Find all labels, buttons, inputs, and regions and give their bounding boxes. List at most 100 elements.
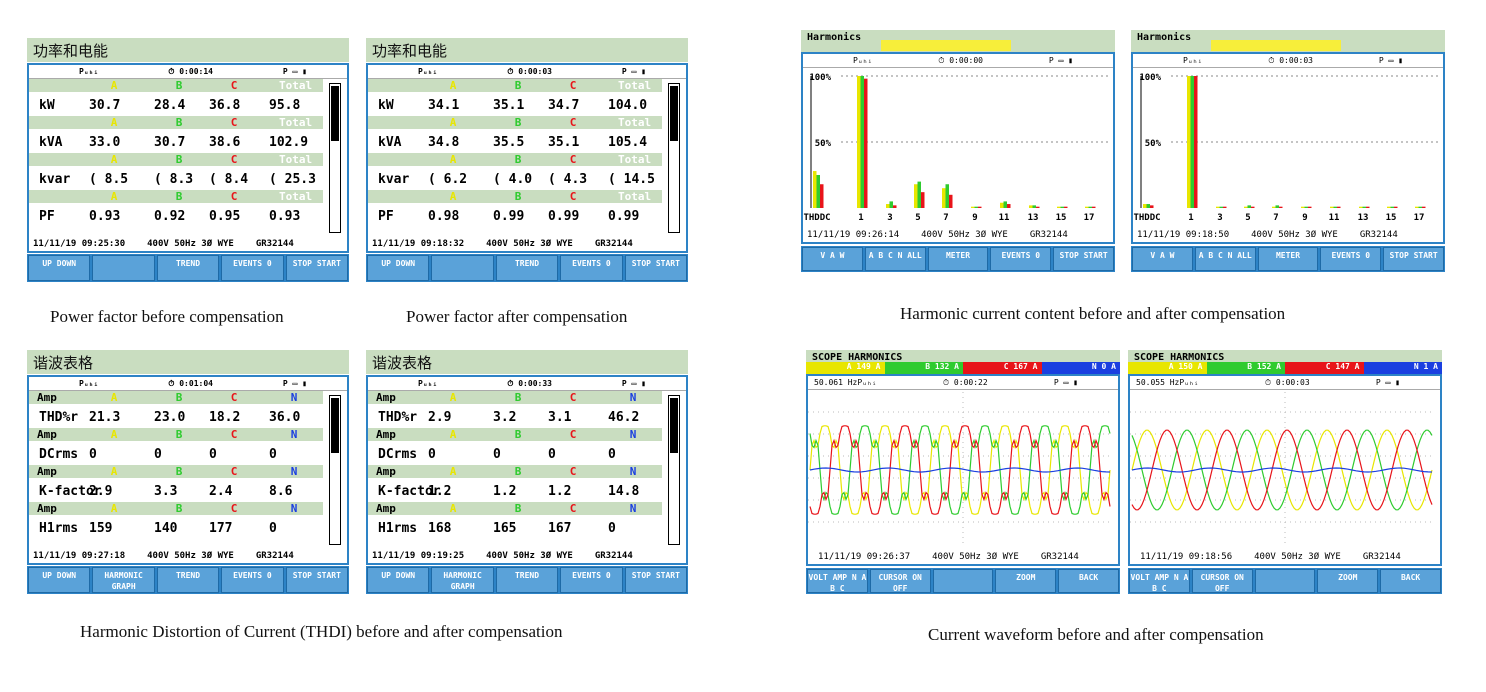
- status-line: Pᵤₕᵢ ⏱ 0:00:03 P ▭ ▮: [1133, 54, 1443, 68]
- harmonic-bar: [978, 206, 982, 208]
- scroll-thumb[interactable]: [670, 398, 678, 453]
- softkey-5[interactable]: STOP START: [285, 567, 349, 593]
- softkey-1[interactable]: VOLT AMP N A B C: [807, 569, 868, 593]
- scroll-thumb[interactable]: [331, 86, 339, 141]
- softkey-1[interactable]: UP DOWN: [28, 567, 91, 593]
- scrollbar[interactable]: [668, 83, 680, 233]
- softkey-1[interactable]: VOLT AMP N A B C: [1129, 569, 1190, 593]
- softkey-2[interactable]: [92, 255, 155, 281]
- softkey-4[interactable]: EVENTS 0: [560, 255, 623, 281]
- softkey-5[interactable]: BACK: [1058, 569, 1119, 593]
- softkey-4[interactable]: ZOOM: [1317, 569, 1379, 593]
- footer-item: 11/11/19 09:25:30: [33, 239, 126, 249]
- softkey-4[interactable]: EVENTS 0: [560, 567, 623, 593]
- value-N: 36.0: [269, 410, 301, 425]
- value-A: 168: [428, 521, 452, 536]
- value-C: 0: [548, 447, 556, 462]
- softkey-3[interactable]: [932, 569, 994, 593]
- softkey-2[interactable]: HARMONIC GRAPH: [431, 567, 494, 593]
- thd-band: [1211, 40, 1341, 51]
- button-bar: VOLT AMP N A B C CURSOR ON OFF ZOOM BACK: [806, 568, 1120, 594]
- phase-header-B: B: [175, 502, 183, 515]
- softkey-3[interactable]: TREND: [495, 567, 559, 593]
- legend-B: B 152 A: [1206, 362, 1285, 374]
- footer-line: 11/11/19 09:27:18 400V 50Hz 3Ø WYE GR32144: [33, 551, 333, 561]
- softkey-2[interactable]: [431, 255, 494, 281]
- value-B: 3.2: [493, 410, 517, 425]
- caption-pf-before: Power factor before compensation: [50, 307, 284, 326]
- row-label: kVA: [378, 135, 402, 150]
- footer-line: 11/11/19 09:26:14 400V 50Hz 3Ø WYE GR32144: [807, 230, 1107, 240]
- softkey-2[interactable]: HARMONIC GRAPH: [92, 567, 155, 593]
- softkey-4[interactable]: EVENTS 0: [221, 255, 284, 281]
- mode-label: Pᵤₕᵢ: [1183, 56, 1203, 65]
- phase-header-C: C: [569, 465, 577, 478]
- softkey-1[interactable]: V A W: [802, 247, 863, 271]
- softkey-4[interactable]: EVENTS 0: [990, 247, 1052, 271]
- unit-label: Amp: [37, 465, 57, 478]
- caption-thd: Harmonic Distortion of Current (THDI) be…: [80, 622, 563, 641]
- scroll-thumb[interactable]: [331, 398, 339, 453]
- softkey-5[interactable]: STOP START: [1383, 247, 1444, 271]
- softkey-3[interactable]: [1254, 569, 1316, 593]
- unit-label: Amp: [37, 391, 57, 404]
- softkey-3[interactable]: TREND: [495, 255, 559, 281]
- value-B: 0.99: [493, 209, 525, 224]
- legend-B: B 132 A: [884, 362, 963, 374]
- softkey-3[interactable]: METER: [1257, 247, 1319, 271]
- mode-label: Pᵤₕᵢ: [418, 67, 438, 76]
- scrollbar[interactable]: [329, 83, 341, 233]
- value-C: 38.6: [209, 135, 241, 150]
- softkey-4[interactable]: EVENTS 0: [221, 567, 284, 593]
- phase-header-row: A B C Total: [29, 153, 323, 166]
- scrollbar[interactable]: [668, 395, 680, 545]
- phase-header-N: N: [290, 428, 298, 441]
- softkey-1[interactable]: UP DOWN: [367, 567, 430, 593]
- caption-wave: Current waveform before and after compen…: [928, 625, 1264, 644]
- row-label: kVA: [39, 135, 63, 150]
- footer-item: 11/11/19 09:26:14: [807, 230, 900, 240]
- softkey-5[interactable]: STOP START: [624, 567, 688, 593]
- phase-header-N: N: [629, 502, 637, 515]
- value-C: 177: [209, 521, 233, 536]
- softkey-5[interactable]: STOP START: [285, 255, 349, 281]
- harmonic-bar: [1308, 206, 1312, 208]
- x-tick-label: 3: [887, 213, 892, 223]
- softkey-3[interactable]: METER: [927, 247, 989, 271]
- softkey-1[interactable]: UP DOWN: [367, 255, 430, 281]
- softkey-3[interactable]: TREND: [156, 255, 220, 281]
- softkey-3[interactable]: TREND: [156, 567, 220, 593]
- softkey-5[interactable]: STOP START: [624, 255, 688, 281]
- data-row-PF: PF 0.93 0.92 0.95 0.93: [29, 203, 323, 227]
- softkey-5[interactable]: BACK: [1380, 569, 1441, 593]
- value-C: 0.99: [548, 209, 580, 224]
- value-C: 0.95: [209, 209, 241, 224]
- thd-panel-after: 谐波表格 Pᵤₕᵢ ⏱ 0:00:33 P ▭ ▮ Amp A B C N THD%r 2.9 3.2…: [366, 350, 688, 596]
- legend-A: A 149 A: [806, 362, 885, 374]
- harmonic-bar: [1304, 206, 1308, 208]
- harmonics-panel-before: Harmonics Pᵤₕᵢ ⏱ 0:00:00 P ▭ ▮ 100% 50% THDDC 1…: [801, 30, 1115, 272]
- scroll-thumb[interactable]: [670, 86, 678, 141]
- softkey-2[interactable]: A B C N ALL: [1194, 247, 1256, 271]
- button-bar: UP DOWN HARMONIC GRAPH TREND EVENTS 0 STOP S…: [366, 566, 688, 594]
- softkey-1[interactable]: UP DOWN: [28, 255, 91, 281]
- scrollbar[interactable]: [329, 395, 341, 545]
- harmonic-bar: [1085, 206, 1089, 208]
- x-tick-label: 17: [1084, 213, 1095, 223]
- meter-screen: Pᵤₕᵢ ⏱ 0:00:03 P ▭ ▮ A B C Total kW 34.1 35.1 34.7…: [366, 63, 688, 253]
- softkey-2[interactable]: CURSOR ON OFF: [1191, 569, 1253, 593]
- waveform-N: [1131, 467, 1433, 473]
- harmonics-screen: Pᵤₕᵢ ⏱ 0:00:03 P ▭ ▮ 100% 50% THDDC 1 3 5 7 9 11 13 1…: [1131, 52, 1445, 244]
- mode-label: Pᵤₕᵢ: [853, 56, 873, 65]
- footer-item: 400V 50Hz 3Ø WYE: [932, 552, 1019, 562]
- softkey-2[interactable]: CURSOR ON OFF: [869, 569, 931, 593]
- softkey-4[interactable]: ZOOM: [995, 569, 1057, 593]
- softkey-1[interactable]: V A W: [1132, 247, 1193, 271]
- softkey-2[interactable]: A B C N ALL: [864, 247, 926, 271]
- footer-line: 11/11/19 09:19:25 400V 50Hz 3Ø WYE GR32144: [372, 551, 672, 561]
- value-B: ( 4.0: [493, 172, 533, 187]
- harmonic-bar: [1247, 205, 1251, 208]
- softkey-4[interactable]: EVENTS 0: [1320, 247, 1382, 271]
- phase-header-C: C: [230, 153, 238, 166]
- softkey-5[interactable]: STOP START: [1053, 247, 1114, 271]
